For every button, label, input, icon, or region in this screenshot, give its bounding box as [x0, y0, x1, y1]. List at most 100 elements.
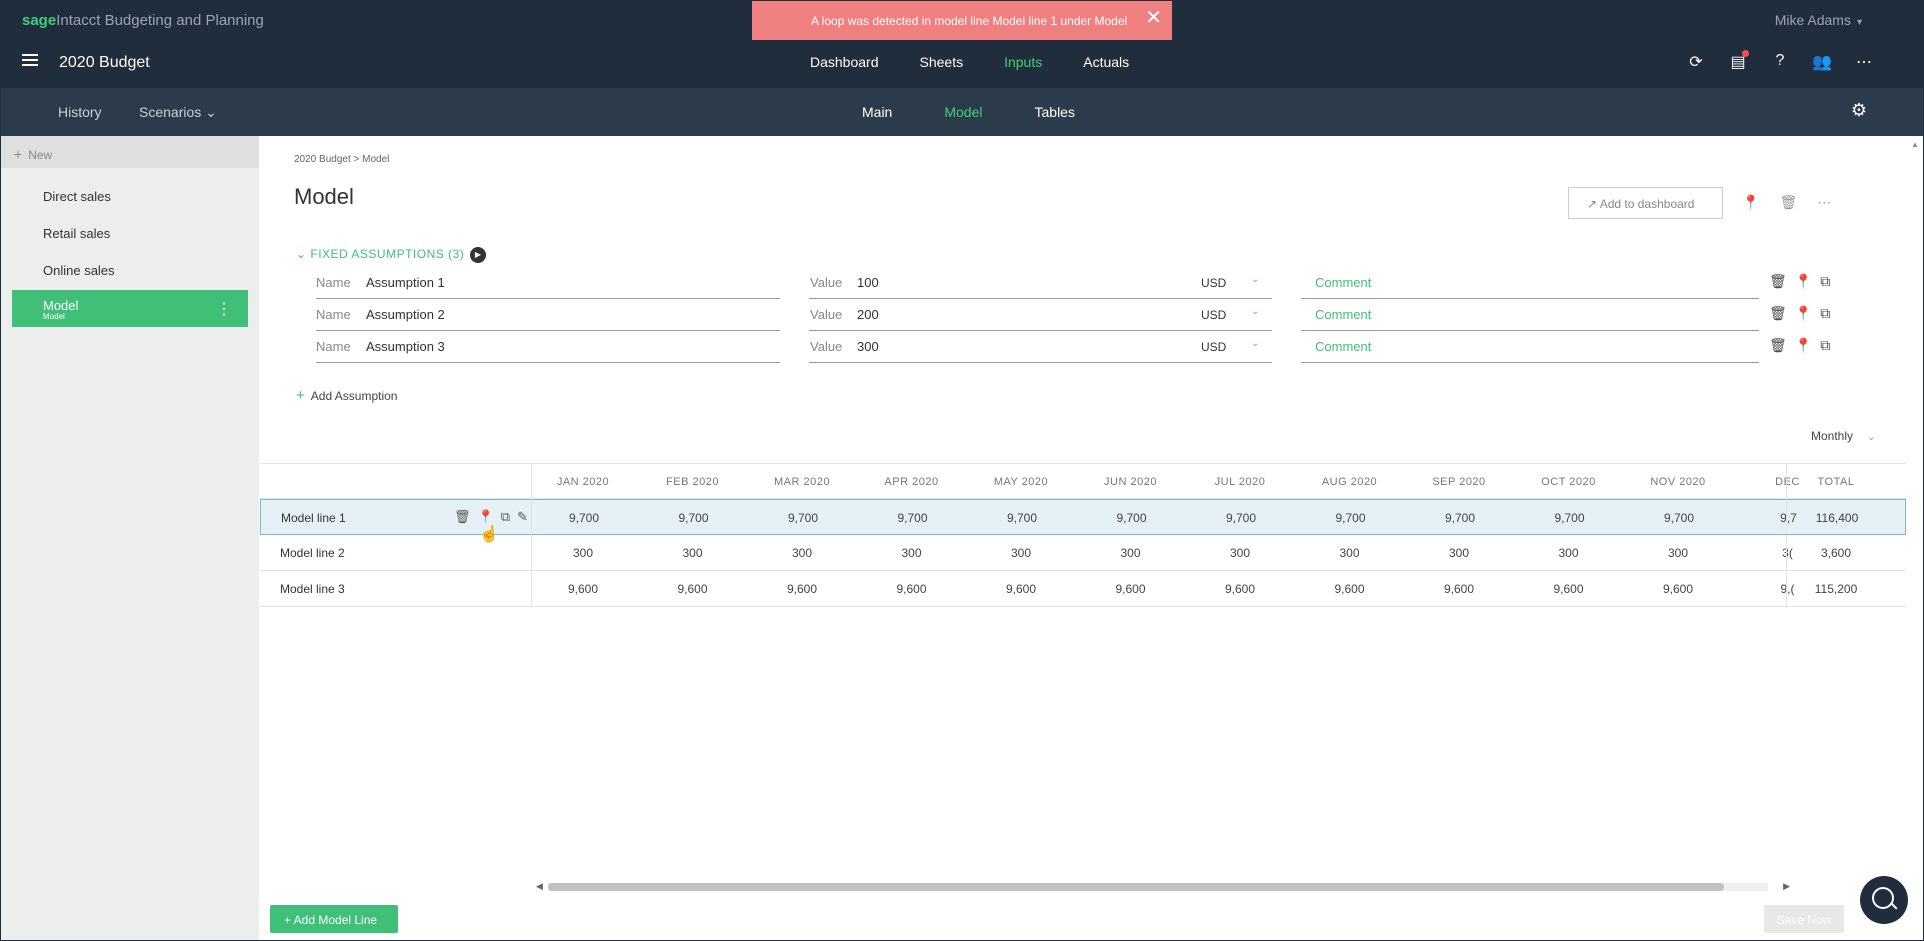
sidebar-item-direct-sales[interactable]: Direct sales [43, 189, 111, 204]
comment-field[interactable]: Comment [1315, 275, 1372, 290]
table-cell[interactable]: 300 [1339, 546, 1360, 560]
play-icon[interactable]: ▶ [470, 247, 487, 263]
currency-select[interactable]: USD [1201, 276, 1227, 290]
assumption-value-field[interactable]: 100 [857, 275, 879, 290]
scenarios-dropdown[interactable]: Scenarios ⌄ [139, 104, 217, 120]
tab-model[interactable]: Model [944, 104, 983, 120]
edit-icon[interactable]: ✎ [517, 509, 528, 524]
nav-actuals[interactable]: Actuals [1083, 54, 1130, 70]
scroll-thumb[interactable] [548, 883, 1724, 891]
table-cell[interactable]: 9,700 [1554, 511, 1585, 525]
table-cell[interactable]: 9,700 [678, 511, 709, 525]
table-cell[interactable]: 300 [572, 546, 594, 560]
sidebar-item-online-sales[interactable]: Online sales [43, 263, 115, 278]
copy-icon[interactable]: ⧉ [1820, 273, 1831, 289]
sidebar-item-retail-sales[interactable]: Retail sales [43, 226, 111, 241]
table-cell[interactable]: 9,600 [896, 582, 927, 596]
trash-icon[interactable]: 🗑 [1769, 337, 1787, 353]
chevron-down-icon[interactable]: ⌄ [1251, 274, 1260, 285]
currency-select[interactable]: USD [1201, 308, 1227, 322]
comment-field[interactable]: Comment [1315, 307, 1372, 322]
scroll-right-icon[interactable]: ▶ [1783, 881, 1790, 891]
trash-icon[interactable]: 🗑 [1769, 305, 1787, 321]
table-cell[interactable]: 9,( [1780, 582, 1795, 596]
tasks-icon[interactable]: ▤ [1728, 50, 1749, 72]
assumption-value-field[interactable]: 300 [857, 339, 879, 354]
add-to-dashboard-button[interactable]: ↗ Add to dashboard [1568, 187, 1723, 219]
assumption-name-field[interactable]: Assumption 3 [366, 339, 445, 354]
comment-field[interactable]: Comment [1315, 339, 1372, 354]
sync-icon[interactable]: ⟳ [1689, 54, 1703, 71]
table-cell[interactable]: 9,700 [1225, 511, 1257, 525]
pin-icon[interactable]: 📍 [477, 509, 494, 524]
scroll-left-icon[interactable]: ◀ [536, 881, 543, 891]
table-cell[interactable]: 9,600 [1334, 582, 1365, 596]
users-icon[interactable]: 👥 [1812, 54, 1832, 71]
table-cell[interactable]: 9,700 [1006, 511, 1038, 525]
pin-icon[interactable]: 📍 [1794, 337, 1813, 353]
nav-sheets[interactable]: Sheets [919, 54, 964, 70]
help-chat-button[interactable] [1860, 876, 1908, 924]
chevron-down-icon[interactable]: ⌄ [1251, 338, 1260, 349]
table-cell[interactable]: 300 [1120, 546, 1141, 560]
table-row[interactable]: Model line 2 300 300 300 300 300 300 300 300 300… [260, 535, 1906, 571]
table-cell[interactable]: 9,600 [1005, 582, 1037, 596]
currency-select[interactable]: USD [1201, 340, 1227, 354]
table-cell[interactable]: 9,600 [1443, 582, 1475, 596]
add-assumption-button[interactable]: + Add Assumption [296, 387, 398, 404]
nav-dashboard[interactable]: Dashboard [810, 54, 879, 70]
table-cell[interactable]: 300 [1667, 546, 1689, 560]
table-cell[interactable]: 300 [791, 546, 813, 560]
assumption-name-field[interactable]: Assumption 1 [366, 275, 445, 290]
sidebar-item-model[interactable]: Model Model ⋮ [12, 290, 248, 327]
pin-icon[interactable]: 📍 [1742, 194, 1760, 210]
more-icon[interactable]: ⋯ [1817, 194, 1832, 210]
save-now-button[interactable]: Save Now [1764, 905, 1844, 933]
add-model-line-button[interactable]: + Add Model Line [270, 905, 398, 933]
assumption-value-field[interactable]: 200 [857, 307, 879, 322]
table-cell[interactable]: 9,700 [568, 511, 600, 525]
assumption-name-field[interactable]: Assumption 2 [366, 307, 445, 322]
table-cell[interactable]: 9,600 [1224, 582, 1256, 596]
table-cell[interactable]: 300 [1010, 546, 1032, 560]
pin-icon[interactable]: 📍 [1794, 273, 1813, 289]
help-icon[interactable]: ? [1775, 52, 1785, 69]
table-cell[interactable]: 300 [1448, 546, 1470, 560]
trash-icon[interactable]: 🗑 [1769, 273, 1787, 289]
pin-icon[interactable]: 📍 [1794, 305, 1813, 321]
table-row[interactable]: Model line 3 9,600 9,600 9,600 9,600 9,600 9,… [260, 571, 1906, 607]
period-select[interactable]: Monthly ⌄ [1811, 429, 1876, 443]
table-cell[interactable]: 300 [901, 546, 922, 560]
table-cell[interactable]: 9,600 [1553, 582, 1584, 596]
chevron-down-icon[interactable]: ⌄ [1251, 306, 1260, 317]
hamburger-menu-icon[interactable] [22, 54, 38, 66]
tab-tables[interactable]: Tables [1034, 104, 1075, 120]
table-cell[interactable]: 9,700 [1335, 511, 1366, 525]
table-cell[interactable]: 300 [1229, 546, 1251, 560]
nav-inputs[interactable]: Inputs [1004, 54, 1043, 92]
table-cell[interactable]: 9,600 [1115, 582, 1146, 596]
history-link[interactable]: History [58, 104, 102, 120]
close-icon[interactable]: ✕ [1145, 7, 1162, 29]
table-cell[interactable]: 9,600 [786, 582, 818, 596]
table-cell[interactable]: 9,600 [1662, 582, 1694, 596]
kebab-menu-icon[interactable]: ⋮ [216, 301, 232, 318]
copy-icon[interactable]: ⧉ [1820, 305, 1831, 321]
tab-main[interactable]: Main [862, 104, 893, 120]
table-cell[interactable]: 300 [1558, 546, 1579, 560]
table-cell[interactable]: 300 [682, 546, 703, 560]
table-cell[interactable]: 9,700 [787, 511, 819, 525]
fixed-assumptions-header[interactable]: ⌄ FIXED ASSUMPTIONS (3) ▶ [296, 247, 487, 263]
copy-icon[interactable]: ⧉ [500, 509, 510, 524]
table-cell[interactable]: 9,700 [897, 511, 928, 525]
table-cell[interactable]: 3( [1782, 546, 1793, 560]
gear-icon[interactable]: ⚙ [1850, 100, 1867, 120]
table-cell[interactable]: 9,700 [1444, 511, 1476, 525]
trash-icon[interactable]: 🗑 [454, 509, 471, 524]
table-cell[interactable]: 9,600 [677, 582, 708, 596]
user-menu[interactable]: Mike Adams ▾ [1775, 12, 1862, 28]
table-cell[interactable]: 9,7 [1780, 511, 1797, 525]
table-cell[interactable]: 9,700 [1116, 511, 1147, 525]
table-cell[interactable]: 9,600 [567, 582, 599, 596]
copy-icon[interactable]: ⧉ [1820, 337, 1831, 353]
